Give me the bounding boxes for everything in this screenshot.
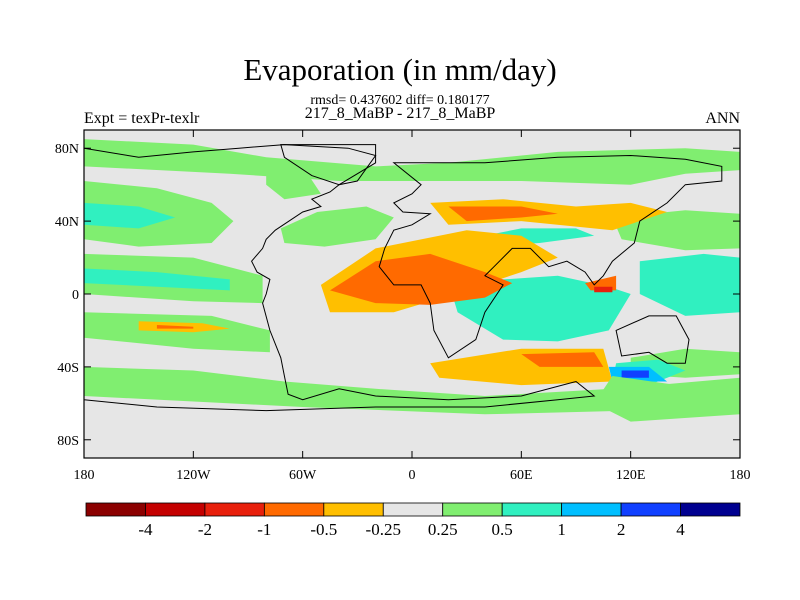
x-axis: 180 120W 60W 0 60E 120E 180 bbox=[74, 130, 751, 483]
y-tick-label: 80N bbox=[55, 142, 79, 157]
map-title: Evaporation (in mm/day) bbox=[243, 52, 557, 87]
x-tick-label: 120E bbox=[616, 468, 646, 483]
colorbar-label: 0.5 bbox=[492, 520, 513, 539]
outline-greenland bbox=[280, 144, 377, 186]
region-indian-green-edge bbox=[594, 376, 740, 422]
case-line: 217_8_MaBP - 217_8_MaBP bbox=[304, 105, 496, 122]
outline-land-west bbox=[84, 144, 596, 412]
colorbar-label: -1 bbox=[257, 520, 271, 539]
colorbar-box bbox=[620, 502, 681, 517]
region-s-africa-deep bbox=[521, 352, 604, 367]
outline-australia bbox=[615, 315, 690, 364]
y-tick-label: 40S bbox=[57, 361, 79, 376]
colorbar: -4 -2 -1 -0.5 -0.25 0.25 0.5 1 2 4 bbox=[85, 502, 741, 539]
stats-line: rmsd= 0.437602 diff= 0.180177 bbox=[310, 93, 490, 108]
x-tick-label: 60W bbox=[289, 468, 317, 483]
region-w-pacific-cyan bbox=[639, 253, 740, 316]
region-n-africa-deep bbox=[330, 253, 513, 305]
x-tick-label: 120W bbox=[176, 468, 211, 483]
colorbar-box bbox=[561, 502, 622, 517]
colorbar-label: 1 bbox=[557, 520, 566, 539]
colorbar-box bbox=[323, 502, 384, 517]
experiment-label: Expt = texPr-texlr bbox=[84, 110, 200, 127]
region-labrador-green bbox=[266, 162, 321, 200]
x-tick-label: 60E bbox=[510, 468, 533, 483]
colorbar-label: -2 bbox=[198, 520, 212, 539]
y-axis: 80N 40N 0 40S 80S bbox=[55, 142, 740, 449]
region-s-pacific-green bbox=[84, 312, 270, 353]
colorbar-box bbox=[263, 502, 325, 517]
colorbar-box bbox=[145, 502, 206, 517]
contour-fills bbox=[84, 139, 740, 422]
colorbar-box bbox=[382, 502, 444, 517]
region-s-pacific-deep-streak bbox=[156, 325, 194, 329]
region-nw-pacific-green bbox=[612, 210, 740, 251]
colorbar-box bbox=[501, 502, 563, 517]
x-tick-label: 180 bbox=[730, 468, 751, 483]
region-trop-indian-cyan bbox=[452, 275, 631, 342]
colorbar-box bbox=[680, 502, 741, 517]
season-label: ANN bbox=[705, 110, 740, 127]
y-tick-label: 0 bbox=[72, 288, 79, 303]
x-tick-label: 0 bbox=[409, 468, 416, 483]
colorbar-label: 2 bbox=[617, 520, 626, 539]
colorbar-label: 0.25 bbox=[428, 520, 458, 539]
region-n-hem-green-band bbox=[84, 139, 740, 185]
colorbar-box bbox=[85, 502, 146, 517]
colorbar-label: 4 bbox=[676, 520, 685, 539]
region-se-asia-red bbox=[594, 286, 613, 293]
colorbar-label: -0.5 bbox=[310, 520, 337, 539]
region-n-pacific-cyan bbox=[84, 202, 176, 229]
region-trop-pacific-cyan bbox=[84, 268, 230, 291]
region-asia-deep bbox=[448, 206, 558, 222]
x-tick-label: 180 bbox=[74, 468, 95, 483]
colorbar-box bbox=[204, 502, 265, 517]
land-outlines bbox=[84, 144, 723, 412]
region-atl-nh-green bbox=[280, 206, 394, 247]
colorbar-label: -4 bbox=[138, 520, 153, 539]
y-tick-label: 40N bbox=[55, 215, 79, 230]
outline-land-east bbox=[378, 154, 723, 359]
colorbar-box bbox=[442, 502, 503, 517]
region-s-hem-green-band bbox=[84, 366, 740, 415]
region-s-indian-darkblue bbox=[621, 370, 649, 378]
y-tick-label: 80S bbox=[57, 434, 79, 449]
colorbar-label: -0.25 bbox=[366, 520, 401, 539]
